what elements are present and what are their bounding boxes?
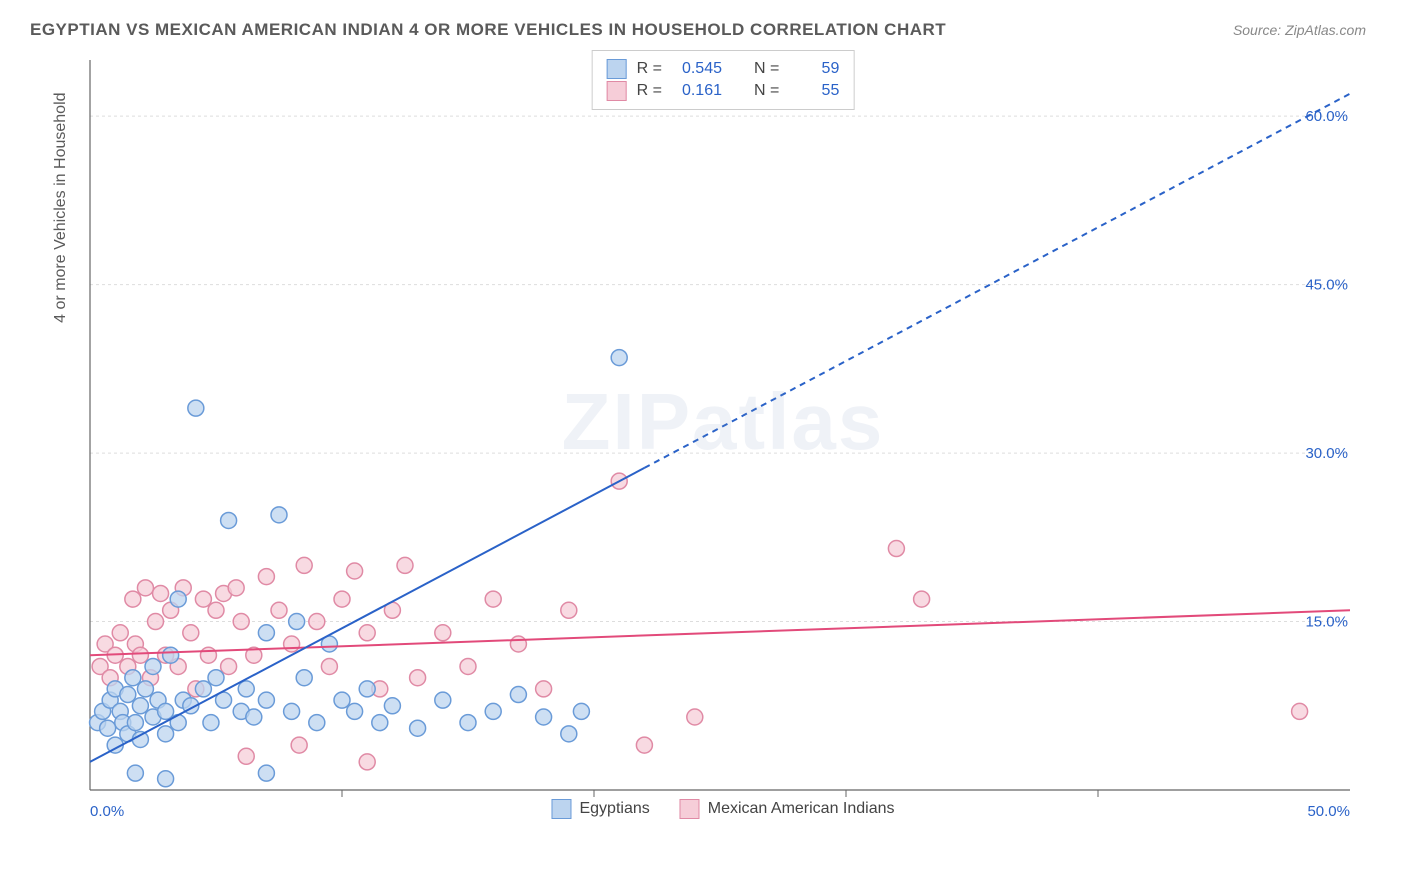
svg-text:15.0%: 15.0%	[1305, 614, 1348, 631]
correlation-legend: R = 0.545 N = 59 R = 0.161 N = 55	[592, 50, 855, 110]
n-label: N =	[754, 82, 779, 100]
legend-row-egyptians: R = 0.545 N = 59	[607, 59, 840, 79]
series-legend: Egyptians Mexican American Indians	[551, 799, 894, 819]
n-value-mexican: 55	[789, 82, 839, 100]
legend-label-egyptians: Egyptians	[579, 800, 649, 818]
legend-row-mexican: R = 0.161 N = 55	[607, 81, 840, 101]
legend-label-mexican: Mexican American Indians	[708, 800, 895, 818]
r-label: R =	[637, 60, 662, 78]
swatch-egyptians	[551, 799, 571, 819]
r-value-egyptians: 0.545	[672, 60, 722, 78]
y-axis-label: 4 or more Vehicles in Household	[52, 92, 70, 322]
svg-text:60.0%: 60.0%	[1305, 108, 1348, 125]
svg-text:45.0%: 45.0%	[1305, 277, 1348, 294]
r-label: R =	[637, 82, 662, 100]
source-attribution: Source: ZipAtlas.com	[1233, 22, 1366, 38]
n-value-egyptians: 59	[789, 60, 839, 78]
scatter-chart: 15.0% 30.0% 45.0% 60.0% 0.0% 50.0%	[70, 50, 1360, 820]
r-value-mexican: 0.161	[672, 82, 722, 100]
svg-text:50.0%: 50.0%	[1307, 803, 1350, 820]
svg-text:0.0%: 0.0%	[90, 803, 124, 820]
legend-item-egyptians: Egyptians	[551, 799, 649, 819]
swatch-mexican	[680, 799, 700, 819]
svg-text:30.0%: 30.0%	[1305, 445, 1348, 462]
swatch-egyptians	[607, 59, 627, 79]
swatch-mexican	[607, 81, 627, 101]
legend-item-mexican: Mexican American Indians	[680, 799, 895, 819]
chart-title: EGYPTIAN VS MEXICAN AMERICAN INDIAN 4 OR…	[30, 20, 1376, 40]
n-label: N =	[754, 60, 779, 78]
